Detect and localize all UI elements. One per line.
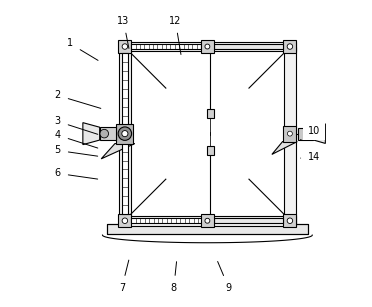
Text: 2: 2 xyxy=(55,91,101,108)
Polygon shape xyxy=(312,124,326,143)
Text: 8: 8 xyxy=(171,262,177,293)
Circle shape xyxy=(122,130,128,137)
Text: 13: 13 xyxy=(117,16,129,49)
Text: 10: 10 xyxy=(301,126,321,140)
Bar xyxy=(201,214,214,227)
Bar xyxy=(106,224,308,234)
Polygon shape xyxy=(101,144,135,159)
Circle shape xyxy=(287,44,293,49)
Text: 6: 6 xyxy=(55,168,98,179)
Bar xyxy=(283,214,296,227)
Bar xyxy=(208,146,214,155)
Bar xyxy=(118,40,131,53)
Circle shape xyxy=(288,131,292,136)
Bar xyxy=(106,224,308,234)
Bar xyxy=(116,124,133,144)
Circle shape xyxy=(307,132,311,135)
Bar xyxy=(208,109,214,119)
Text: 4: 4 xyxy=(55,130,98,148)
Text: 7: 7 xyxy=(119,260,129,293)
Bar xyxy=(119,216,296,226)
Circle shape xyxy=(205,44,210,49)
Bar xyxy=(298,127,312,140)
Bar xyxy=(118,214,131,227)
Bar xyxy=(119,42,296,52)
Bar xyxy=(201,40,214,53)
Circle shape xyxy=(100,129,109,138)
Text: 9: 9 xyxy=(218,262,232,293)
Text: 1: 1 xyxy=(67,38,98,60)
Circle shape xyxy=(122,218,128,223)
Circle shape xyxy=(287,218,293,223)
Text: 14: 14 xyxy=(301,152,321,161)
Polygon shape xyxy=(272,142,297,154)
Bar xyxy=(283,126,296,142)
Bar xyxy=(100,127,116,140)
Bar xyxy=(119,47,131,224)
Text: 3: 3 xyxy=(55,116,98,134)
Bar xyxy=(214,44,283,49)
Bar xyxy=(284,47,296,224)
Bar xyxy=(214,218,283,223)
Text: 12: 12 xyxy=(169,16,182,54)
Bar xyxy=(131,44,201,49)
Circle shape xyxy=(122,44,128,49)
Bar xyxy=(131,218,202,223)
Bar xyxy=(106,224,308,234)
Circle shape xyxy=(205,218,210,223)
Circle shape xyxy=(304,129,314,138)
Text: 5: 5 xyxy=(55,146,98,156)
Bar xyxy=(122,53,128,214)
Circle shape xyxy=(118,127,132,140)
Polygon shape xyxy=(83,122,100,145)
Bar xyxy=(283,40,296,53)
